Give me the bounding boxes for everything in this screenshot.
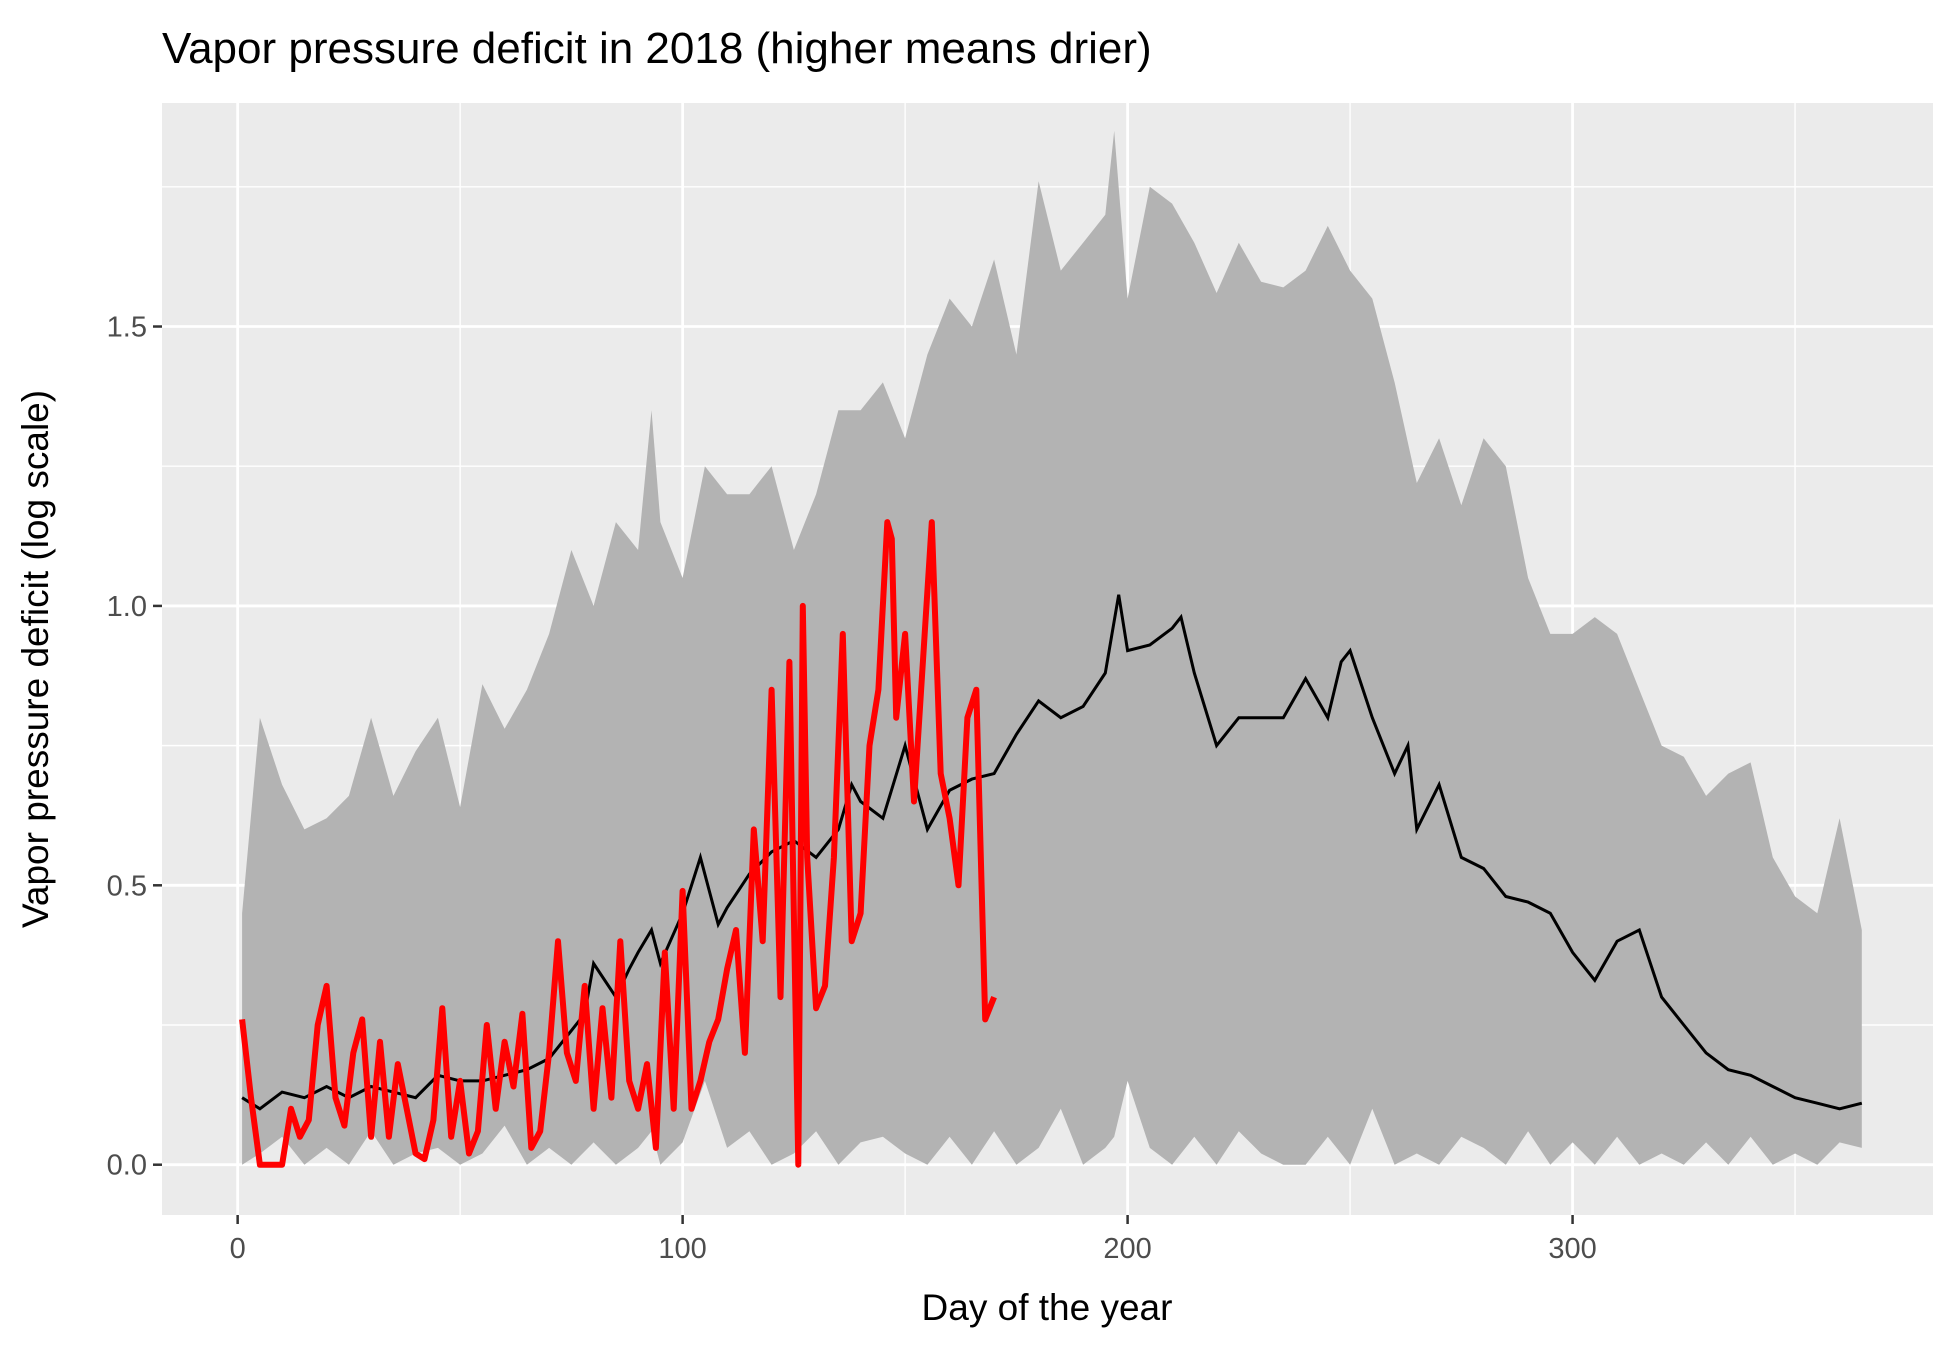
y-tick-label: 1.5 [107, 312, 147, 344]
y-axis: 0.0 0.5 1.0 1.5 [107, 312, 162, 1182]
y-tick-label: 1.0 [107, 591, 147, 623]
x-tick-label: 300 [1548, 1233, 1596, 1265]
x-axis-title: Day of the year [922, 1287, 1173, 1328]
x-tick-label: 100 [658, 1233, 706, 1265]
historical-range-band [242, 130, 1862, 1165]
y-axis-title: Vapor pressure deficit (log scale) [15, 390, 56, 928]
chart-title: Vapor pressure deficit in 2018 (higher m… [162, 24, 1152, 73]
x-tick-label: 200 [1103, 1233, 1151, 1265]
x-axis: 0 100 200 300 [230, 1215, 1597, 1265]
y-tick-label: 0.0 [107, 1150, 147, 1182]
y-tick-label: 0.5 [107, 870, 147, 902]
median-series-line [241, 594, 1863, 1111]
year-2018-series-line [239, 519, 997, 1168]
x-tick-label: 0 [230, 1233, 246, 1265]
